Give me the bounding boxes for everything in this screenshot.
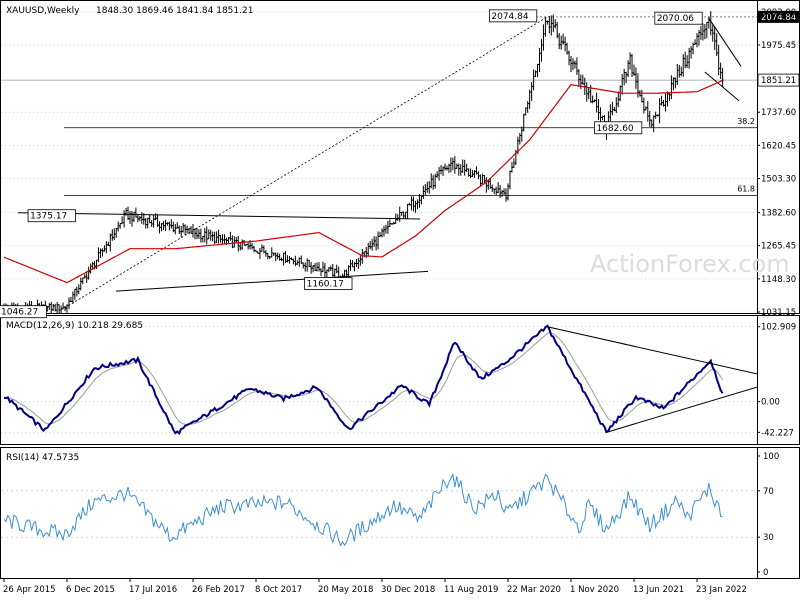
rsi-axis: 100 70 30 0 xyxy=(757,452,779,578)
time-tick-label: 23 Jan 2022 xyxy=(696,585,747,595)
macd-upper-trendline xyxy=(547,326,757,375)
price-annotation-box xyxy=(654,11,703,25)
rsi-tick-label: 70 xyxy=(763,487,774,497)
macd-axis: 102.909 0.00 -42.227 xyxy=(757,323,796,438)
price-tick-label: 1031.15 xyxy=(761,308,796,318)
price-annotation-box xyxy=(304,277,353,290)
time-tick-label: 6 Dec 2015 xyxy=(66,585,115,595)
range-lower-trendline xyxy=(115,270,429,292)
current-price-label: 1851.21 xyxy=(761,76,796,86)
rsi-tick-label: 100 xyxy=(763,452,779,462)
price-annotation-box xyxy=(488,9,538,23)
fib-level-label: 61.8 xyxy=(737,185,755,194)
price-axis: 2092.00 1975.45 1737.60 1620.45 1503.30 1382.… xyxy=(757,8,796,318)
price-tick-label: 1382.60 xyxy=(761,209,796,219)
time-tick-label: 17 Jul 2016 xyxy=(129,585,177,595)
ohlc-readout: 1848.30 1869.46 1841.84 1851.21 xyxy=(96,6,253,16)
macd-tick-label: 102.909 xyxy=(761,323,796,333)
time-tick-label: 30 Dec 2018 xyxy=(381,585,435,595)
moving-average xyxy=(3,79,723,284)
fib-level-label: 38.2 xyxy=(737,117,755,126)
macd-tick-label: 0.00 xyxy=(761,398,780,408)
rsi-title: RSI(14) 47.5735 xyxy=(6,453,79,463)
price-annotation-box xyxy=(27,209,76,223)
wedge-lower-line xyxy=(704,71,740,102)
panel-frame xyxy=(0,447,800,579)
macd-signal-line xyxy=(3,332,724,425)
watermark-text: ActionForex.com xyxy=(590,250,790,278)
long-term-trendline xyxy=(64,16,548,309)
panel-frame xyxy=(0,315,800,445)
peak-price-label: 2074.84 xyxy=(761,13,796,23)
time-tick-label: 1 Nov 2020 xyxy=(570,585,619,595)
range-upper-trendline xyxy=(18,212,421,220)
price-annotation-box xyxy=(0,305,47,319)
macd-panel xyxy=(1,324,757,435)
main-annotations: 2074.84 2070.06 1375.17 1160.17 1046.27 1682.… xyxy=(0,9,800,319)
main-reference-lines xyxy=(1,16,757,309)
time-tick-label: 20 May 2018 xyxy=(318,585,373,595)
price-tick-label: 1620.45 xyxy=(761,141,796,151)
time-tick-label: 22 Mar 2020 xyxy=(507,585,561,595)
price-annotation-box xyxy=(594,121,643,135)
rsi-line xyxy=(3,473,723,547)
rsi-tick-label: 0 xyxy=(763,568,768,578)
time-tick-label: 8 Oct 2017 xyxy=(255,585,302,595)
price-tick-label: 1975.45 xyxy=(761,41,796,51)
peak-price-box xyxy=(758,10,799,23)
macd-tick-label: -42.227 xyxy=(761,428,794,438)
rsi-panel xyxy=(1,473,757,547)
price-annotation: 1375.17 xyxy=(30,212,67,222)
panel-frames xyxy=(0,0,800,579)
price-annotation: 2074.84 xyxy=(491,12,528,22)
price-annotation: 1682.60 xyxy=(596,124,633,134)
time-tick-label: 13 Jun 2021 xyxy=(633,585,684,595)
price-tick-label: 1265.45 xyxy=(761,242,796,252)
macd-line xyxy=(3,324,724,435)
price-tick-label: 1503.30 xyxy=(761,174,796,184)
current-price-box xyxy=(757,73,800,87)
time-tick-label: 26 Apr 2015 xyxy=(3,585,56,595)
macd-title: MACD(12,26,9) 10.218 29.685 xyxy=(6,321,143,331)
rsi-tick-label: 30 xyxy=(763,533,774,543)
price-tick-label: 1737.60 xyxy=(761,108,796,118)
macd-lower-trendline xyxy=(606,386,757,433)
price-annotation: 2070.06 xyxy=(657,14,694,24)
price-annotation: 1160.17 xyxy=(307,280,344,290)
price-tick-label: 1148.30 xyxy=(761,275,796,285)
time-tick-label: 26 Feb 2017 xyxy=(192,585,245,595)
time-axis: 26 Apr 2015 6 Dec 2015 17 Jul 2016 26 Feb 2… xyxy=(3,578,747,595)
moving-average-line xyxy=(3,79,723,284)
price-annotation: 1046.27 xyxy=(1,308,38,318)
main-title: XAUUSD,Weekly xyxy=(6,6,80,16)
wedge-upper-line xyxy=(708,17,742,67)
price-tick-label: 2092.00 xyxy=(761,8,796,18)
time-tick-label: 11 Aug 2019 xyxy=(444,585,498,595)
